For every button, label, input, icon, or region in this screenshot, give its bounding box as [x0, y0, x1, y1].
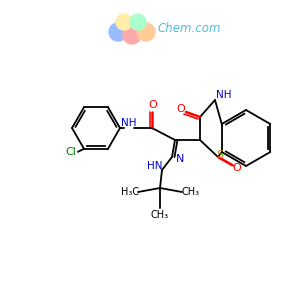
Circle shape — [137, 23, 155, 41]
Text: CH₃: CH₃ — [151, 210, 169, 220]
Text: CH₃: CH₃ — [182, 187, 200, 197]
Circle shape — [109, 23, 127, 41]
Text: O: O — [232, 163, 242, 173]
Circle shape — [130, 14, 146, 30]
Text: Chem.com: Chem.com — [157, 22, 220, 35]
Text: H₃C: H₃C — [121, 187, 139, 197]
Text: N: N — [176, 154, 184, 164]
Circle shape — [123, 26, 141, 44]
Text: NH: NH — [121, 118, 137, 128]
Text: HN: HN — [147, 161, 163, 171]
Text: O: O — [148, 100, 158, 110]
Text: S: S — [216, 150, 224, 160]
Text: Cl: Cl — [66, 147, 76, 157]
Circle shape — [116, 14, 132, 30]
Text: NH: NH — [216, 90, 232, 100]
Text: O: O — [177, 104, 185, 114]
